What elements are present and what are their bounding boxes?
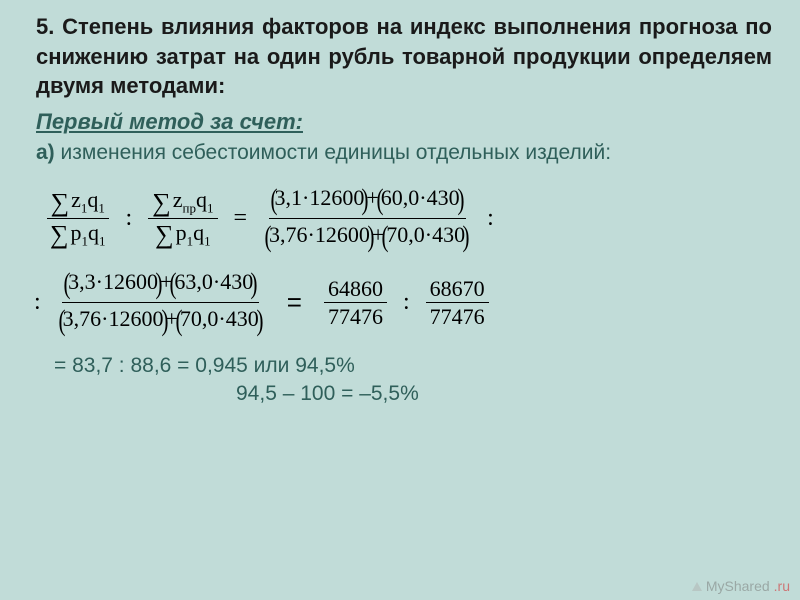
slide-container: 5. Степень влияния факторов на индекс вы… <box>0 0 800 600</box>
watermark-suffix: .ru <box>774 578 790 594</box>
formula-area: ∑z1q1 ∑p1q1 : ∑zпрq1 ∑p1q1 = (3,1·12600)… <box>36 184 772 336</box>
fraction-numeric-1: (3,1·12600)+(60,0·430) (3,76·12600)+(70,… <box>263 184 471 252</box>
fraction-numeric-2: (3,3·12600)+(63,0·430) (3,76·12600)+(70,… <box>57 268 265 336</box>
leading-colon: : <box>32 289 43 316</box>
watermark-text: MyShared <box>706 578 770 594</box>
item-a-label: а) <box>36 141 55 164</box>
colon-op: : <box>124 205 135 232</box>
watermark: MyShared.ru <box>692 578 790 594</box>
result-line-2: 94,5 – 100 = –5,5% <box>236 382 772 406</box>
fraction-sum-zpr-q1: ∑zпрq1 ∑p1q1 <box>148 188 217 248</box>
fraction-result-1: 64860 77476 <box>324 277 387 328</box>
colon-op-2: : <box>485 205 496 232</box>
play-icon <box>692 582 702 591</box>
item-a-text: изменения себестоимости единицы отдельны… <box>55 141 611 164</box>
item-a: а) изменения себестоимости единицы отдел… <box>36 139 772 166</box>
equals-op: = <box>232 205 250 232</box>
formula-row-1: ∑z1q1 ∑p1q1 : ∑zпрq1 ∑p1q1 = (3,1·12600)… <box>46 184 772 252</box>
slide-title: 5. Степень влияния факторов на индекс вы… <box>36 12 772 101</box>
equals-big: = <box>279 287 310 318</box>
result-line-1: = 83,7 : 88,6 = 0,945 или 94,5% <box>54 354 772 378</box>
fraction-result-2: 68670 77476 <box>426 277 489 328</box>
fraction-sum-z1q1: ∑z1q1 ∑p1q1 <box>46 188 110 248</box>
colon-op-3: : <box>401 289 412 316</box>
formula-row-2: : (3,3·12600)+(63,0·430) (3,76·12600)+(7… <box>32 268 772 336</box>
method-subtitle: Первый метод за счет: <box>36 109 772 135</box>
